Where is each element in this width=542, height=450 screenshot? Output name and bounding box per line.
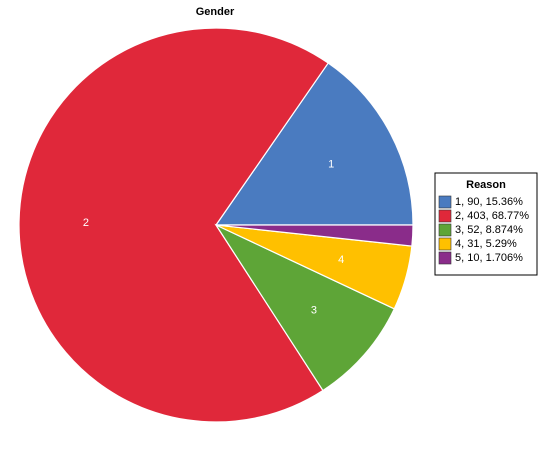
legend-swatch bbox=[438, 223, 452, 237]
legend-box bbox=[434, 172, 538, 276]
legend-title: Reason bbox=[466, 179, 506, 191]
legend-swatch bbox=[438, 209, 452, 223]
legend-label: 4, 31, 5.29% bbox=[455, 238, 517, 250]
legend-label: 5, 10, 1.706% bbox=[455, 252, 523, 264]
legend-swatch bbox=[438, 237, 452, 251]
legend-label: 2, 403, 68.77% bbox=[455, 210, 529, 222]
legend-label: 1, 90, 15.36% bbox=[455, 196, 523, 208]
legend-swatch bbox=[438, 251, 452, 265]
pie-slice bbox=[215, 224, 414, 247]
slice-label: 2 bbox=[83, 217, 89, 229]
slice-label: 3 bbox=[311, 304, 317, 316]
pie-slice bbox=[214, 62, 414, 226]
pie-slice bbox=[18, 27, 330, 423]
legend-swatch bbox=[438, 195, 452, 209]
chart-title: Gender bbox=[196, 6, 235, 18]
slice-label: 4 bbox=[338, 254, 344, 266]
slice-label: 1 bbox=[328, 159, 334, 171]
legend-label: 3, 52, 8.874% bbox=[455, 224, 523, 236]
pie-slice bbox=[214, 223, 396, 392]
